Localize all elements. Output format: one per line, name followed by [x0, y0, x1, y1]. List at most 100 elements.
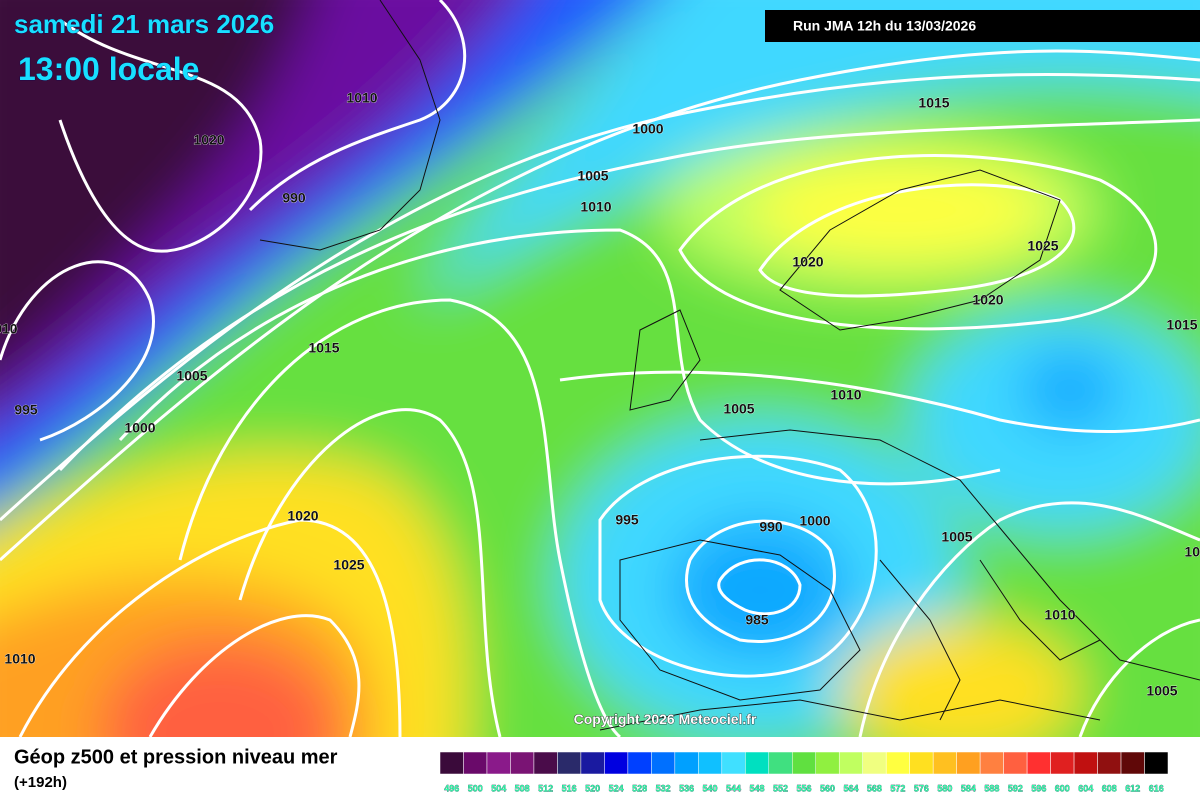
- scale-swatch: [533, 751, 558, 775]
- isobar-label: 1010: [580, 199, 611, 215]
- scale-label: 600: [1055, 783, 1070, 793]
- scale-label: 576: [914, 783, 929, 793]
- run-box: [765, 10, 1200, 42]
- scale-swatch: [792, 751, 816, 775]
- scale-swatch: [463, 751, 488, 775]
- footer-subtitle: (+192h): [14, 774, 67, 791]
- isobar-label: 1010: [1184, 544, 1200, 560]
- scale-label: 528: [632, 783, 647, 793]
- scale-label: 512: [538, 783, 553, 793]
- scale-swatch: [862, 751, 887, 775]
- scale-swatch: [979, 751, 1004, 775]
- scale-label: 500: [468, 783, 483, 793]
- isobar-label: 1005: [577, 168, 608, 184]
- scale-label: 612: [1125, 783, 1140, 793]
- isobar-label: 1005: [1146, 683, 1177, 699]
- scale-label: 524: [609, 783, 624, 793]
- isobar-label: 1025: [1027, 238, 1058, 254]
- scale-swatch: [627, 751, 652, 775]
- footer-title: Géop z500 et pression niveau mer: [14, 746, 338, 768]
- scale-label: 536: [679, 783, 694, 793]
- scale-label: 568: [867, 783, 882, 793]
- scale-swatch: [745, 751, 770, 775]
- scale-label: 552: [773, 783, 788, 793]
- scale-label: 504: [491, 783, 506, 793]
- scale-swatch: [815, 751, 840, 775]
- isobar-label: 1015: [918, 95, 949, 111]
- scale-swatch: [486, 751, 511, 775]
- scale-label: 564: [843, 783, 858, 793]
- scale-swatch: [1073, 751, 1098, 775]
- scale-label: 560: [820, 783, 835, 793]
- isobar-label: 1005: [176, 368, 207, 384]
- isobar-label: 1005: [723, 401, 754, 417]
- scale-label: 540: [703, 783, 718, 793]
- isobar-label: 1020: [287, 508, 318, 524]
- run-label: Run JMA 12h du 13/03/2026: [793, 18, 976, 34]
- scale-label: 608: [1102, 783, 1117, 793]
- scale-swatch: [768, 751, 793, 775]
- scale-label: 616: [1149, 783, 1164, 793]
- scale-label: 580: [937, 783, 952, 793]
- time: 13:00 locale: [18, 51, 199, 87]
- scale-swatch: [674, 751, 699, 775]
- scale-label: 556: [796, 783, 811, 793]
- scale-swatch: [651, 751, 676, 775]
- scale-swatch: [838, 751, 863, 775]
- scale-swatch: [1026, 751, 1051, 775]
- scale-swatch: [1097, 751, 1122, 775]
- isolines: [0, 0, 1200, 737]
- isobar-label: 1010: [1044, 607, 1075, 623]
- isobar-label: 990: [759, 519, 783, 535]
- scale-label: 496: [444, 783, 459, 793]
- scale-label: 508: [515, 783, 530, 793]
- copyright: Copyright 2026 Meteociel.fr: [574, 711, 757, 727]
- scale-label: 588: [984, 783, 999, 793]
- scale-swatch: [439, 751, 464, 775]
- scale-swatch: [604, 751, 629, 775]
- scale-swatch: [909, 751, 934, 775]
- scale-swatch: [885, 751, 910, 775]
- scale-label: 520: [585, 783, 600, 793]
- scale-swatch: [557, 751, 582, 775]
- isobar-label: 1025: [333, 557, 364, 573]
- scale-swatch: [932, 751, 957, 775]
- isobar-label: 995: [615, 512, 639, 528]
- isobar-label: 1005: [941, 529, 972, 545]
- isobar-label: 985: [745, 612, 769, 628]
- scale-label: 584: [961, 783, 976, 793]
- isobar-label: 995: [14, 402, 38, 418]
- scale-label: 592: [1008, 783, 1023, 793]
- scale-swatch: [721, 751, 746, 775]
- isobar-label: 1020: [792, 254, 823, 270]
- isobar-label: 1010: [346, 90, 377, 106]
- scale-swatch: [1120, 751, 1145, 775]
- scale-label: 572: [890, 783, 905, 793]
- scale-label: 604: [1078, 783, 1093, 793]
- color-scale: 496 500 504 508 512 516 520 524 528 532 536 540 544 5…: [439, 751, 1169, 794]
- scale-swatch: [580, 751, 605, 775]
- isobar-label: 1020: [972, 292, 1003, 308]
- isobar-label: 1000: [799, 513, 830, 529]
- scale-label: 596: [1031, 783, 1046, 793]
- scale-swatch: [698, 751, 723, 775]
- scale-label: 532: [656, 783, 671, 793]
- isobar-label: 1000: [632, 121, 663, 137]
- scale-swatch: [1144, 751, 1169, 775]
- isobar-label: 1010: [830, 387, 861, 403]
- isobar-label: 1015: [308, 340, 339, 356]
- isobar-label: 990: [282, 190, 306, 206]
- scale-label: 548: [750, 783, 765, 793]
- scale-swatch: [1003, 751, 1028, 775]
- isobar-label: 1015: [1166, 317, 1197, 333]
- scale-swatch: [1050, 751, 1075, 775]
- isobar-label: 1010: [4, 651, 35, 667]
- coastlines: [259, 0, 1200, 731]
- isobar-labels: 1010 1020 990 1000 1005 1010 1015 1020 1…: [0, 89, 1200, 699]
- date: samedi 21 mars 2026: [14, 9, 274, 39]
- scale-label: 516: [562, 783, 577, 793]
- scale-label: 544: [726, 783, 741, 793]
